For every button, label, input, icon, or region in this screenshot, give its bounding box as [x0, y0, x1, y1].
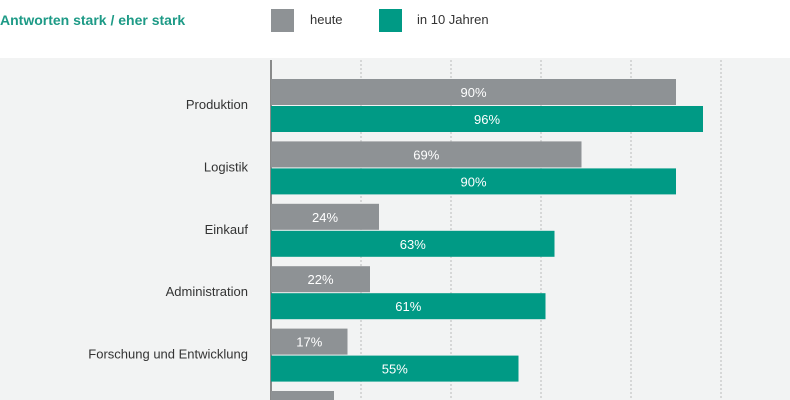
bar-heute [271, 203, 379, 230]
data-label: 55% [382, 362, 408, 377]
data-label: 61% [395, 299, 421, 314]
bar-heute [271, 79, 676, 105]
category-label: Forschung und Entwicklung [88, 347, 248, 362]
bar-in-10-jahren [271, 168, 676, 195]
bar-in-10-jahren [271, 106, 703, 132]
legend-label-10-jahren: in 10 Jahren [417, 12, 489, 27]
data-label: 17% [296, 335, 322, 350]
chart-title: Antworten stark / eher stark [0, 12, 186, 28]
bar-heute [271, 328, 348, 355]
legend-label-heute: heute [310, 12, 343, 27]
bar-heute [271, 266, 370, 293]
bar-in-10-jahren [271, 230, 555, 257]
data-label: 24% [312, 210, 338, 225]
category-label: Logistik [204, 159, 249, 174]
data-label: 22% [307, 272, 333, 287]
legend-swatch-heute [271, 9, 294, 32]
bar-heute [271, 141, 582, 168]
category-label: Administration [166, 284, 248, 299]
data-label: 63% [400, 237, 426, 252]
category-label: Produktion [186, 97, 248, 112]
data-label: 90% [460, 174, 486, 189]
bar-heute [271, 391, 334, 400]
bar-in-10-jahren [271, 293, 546, 320]
data-label: 69% [413, 147, 439, 162]
data-label: 90% [460, 85, 486, 100]
legend-swatch-10-jahren [379, 9, 402, 32]
bar-in-10-jahren [271, 355, 519, 382]
data-label: 96% [474, 112, 500, 127]
category-label: Einkauf [205, 222, 249, 237]
